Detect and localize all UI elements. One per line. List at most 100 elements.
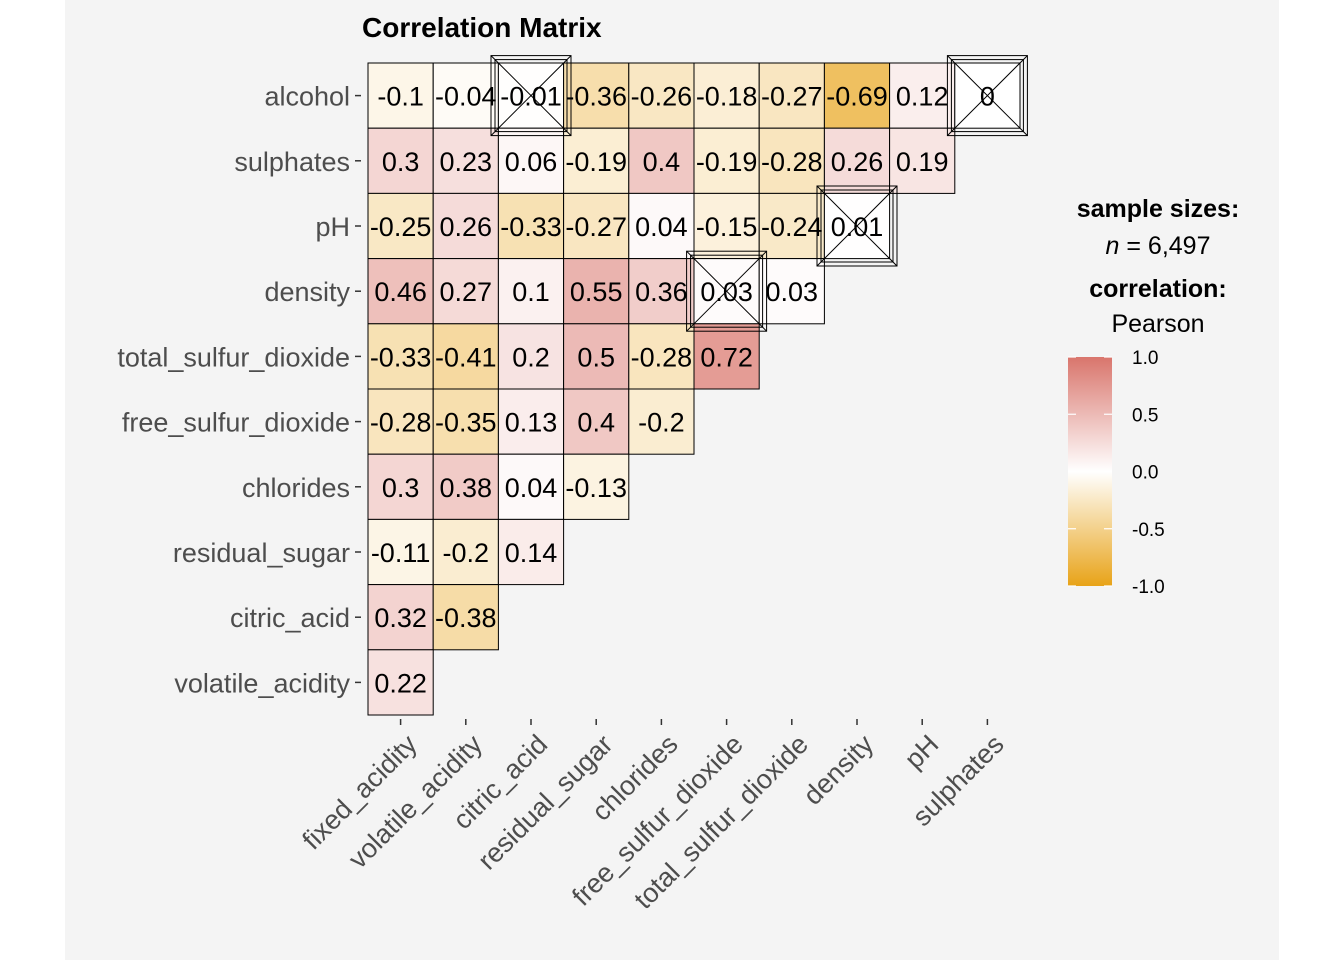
cell-value-label: -0.25 xyxy=(370,212,432,242)
y-tick-label: alcohol xyxy=(264,82,350,112)
heatmap-cell xyxy=(823,62,891,129)
cell-value-label: 0.03 xyxy=(700,277,753,307)
legend-sample-title: sample sizes: xyxy=(1077,195,1240,223)
cell-value-label: -0.33 xyxy=(500,212,562,242)
cell-value-label: 0.3 xyxy=(382,147,420,177)
crossed-out-marker xyxy=(816,185,898,267)
cell-value-label: 0.38 xyxy=(440,473,493,503)
cell-value-label: -0.28 xyxy=(761,147,823,177)
heatmap-cell xyxy=(432,62,499,129)
cell-value-label: -0.28 xyxy=(631,342,693,372)
heatmap-cell xyxy=(889,127,956,194)
heatmap-cell xyxy=(758,127,825,194)
heatmap-cell xyxy=(367,323,434,390)
cell-value-label: 0.72 xyxy=(700,342,753,372)
heatmap-cell xyxy=(432,584,499,651)
cell-value-label: -0.18 xyxy=(696,82,758,112)
cell-value-label: 0.26 xyxy=(440,212,493,242)
legend-correlation-method: Pearson xyxy=(1111,310,1204,338)
cell-value-label: -0.28 xyxy=(370,408,432,438)
heatmap-cell xyxy=(432,127,499,194)
chart-title: Correlation Matrix xyxy=(362,12,602,43)
legend-n-value: = 6,497 xyxy=(1119,232,1210,260)
cell-value-label: 0.12 xyxy=(896,82,949,112)
cell-value-label: 0.04 xyxy=(635,212,688,242)
cell-value-label: 0.55 xyxy=(570,277,623,307)
heatmap-cell xyxy=(432,323,499,390)
cell-value-label: -0.2 xyxy=(638,408,685,438)
cell-value-label: -0.1 xyxy=(377,82,424,112)
cell-value-label: 0.32 xyxy=(374,603,427,633)
y-tick-label: sulphates xyxy=(234,147,350,177)
crossed-out-marker xyxy=(490,55,572,137)
heatmap-cell xyxy=(497,192,565,260)
heatmap-cell xyxy=(628,127,695,194)
cell-value-label: -0.27 xyxy=(761,82,823,112)
legend-tick-label: -1.0 xyxy=(1132,577,1165,598)
cell-value-label: -0.04 xyxy=(435,82,497,112)
heatmap-cell xyxy=(758,62,825,129)
cell-value-label: -0.11 xyxy=(371,538,431,568)
heatmap-cell xyxy=(432,453,499,520)
cell-value-label: 0.04 xyxy=(505,473,558,503)
heatmap-cell xyxy=(367,388,434,455)
y-tick-label: volatile_acidity xyxy=(174,668,350,698)
legend-sample-size: n = 6,497 xyxy=(1106,232,1211,260)
cell-value-label: 0.14 xyxy=(505,538,558,568)
cell-value-label: 0.01 xyxy=(831,212,884,242)
cell-value-label: 0.46 xyxy=(374,277,427,307)
cell-value-label: 0.26 xyxy=(831,147,884,177)
heatmap-cell xyxy=(367,518,434,586)
cell-value-label: -0.27 xyxy=(565,212,627,242)
heatmap-cell xyxy=(823,127,891,194)
heatmap-cell xyxy=(432,192,499,260)
heatmap-cell xyxy=(693,127,760,194)
heatmap-cell xyxy=(758,258,825,325)
crossed-out-marker xyxy=(686,250,768,332)
cell-value-label: 0.4 xyxy=(577,408,615,438)
cell-value-label: 0.5 xyxy=(577,342,615,372)
heatmap-cell xyxy=(367,192,434,260)
legend: sample sizes: n = 6,497 correlation: Pea… xyxy=(1068,195,1239,598)
legend-tick-label: -0.5 xyxy=(1132,520,1165,541)
heatmap-cell xyxy=(889,62,956,129)
cell-value-label: -0.38 xyxy=(435,603,497,633)
legend-tick-label: 1.0 xyxy=(1132,348,1158,369)
cell-value-label: 0.3 xyxy=(382,473,420,503)
heatmap-cell xyxy=(758,192,825,260)
heatmap-cell xyxy=(367,62,434,129)
cell-value-label: -0.15 xyxy=(696,212,758,242)
cell-value-label: -0.33 xyxy=(370,342,432,372)
y-tick-label: residual_sugar xyxy=(173,538,350,568)
heatmap-cell xyxy=(367,453,434,520)
cell-value-label: 0.23 xyxy=(440,147,493,177)
heatmap-cell xyxy=(563,453,630,520)
heatmap-cell xyxy=(563,258,630,325)
cell-value-label: 0.4 xyxy=(643,147,681,177)
cell-value-label: 0.27 xyxy=(440,277,493,307)
cell-value-label: -0.2 xyxy=(443,538,490,568)
cell-value-label: 0.19 xyxy=(896,147,949,177)
cell-value-label: 0.22 xyxy=(374,668,427,698)
y-tick-label: chlorides xyxy=(242,473,350,503)
heatmap-cell xyxy=(628,388,695,455)
heatmap-cell xyxy=(497,388,565,455)
heatmap-cell xyxy=(563,192,630,260)
x-tick-label: density xyxy=(798,729,880,811)
cell-value-label: 0 xyxy=(980,82,995,112)
cell-value-label: -0.13 xyxy=(565,473,627,503)
cell-value-label: 0.2 xyxy=(512,342,550,372)
heatmap-cell xyxy=(497,453,565,520)
y-tick-label: density xyxy=(264,277,350,307)
heatmap-cell xyxy=(563,127,630,194)
heatmap-cell xyxy=(563,323,630,390)
cell-value-label: -0.19 xyxy=(696,147,758,177)
cell-value-label: -0.26 xyxy=(631,82,693,112)
cell-value-label: -0.36 xyxy=(565,82,627,112)
legend-n-label: n xyxy=(1106,232,1120,260)
legend-correlation-title: correlation: xyxy=(1089,275,1227,303)
heatmap-cell xyxy=(693,192,760,260)
heatmap-cell xyxy=(497,258,565,325)
y-tick-label: total_sulfur_dioxide xyxy=(117,342,350,372)
